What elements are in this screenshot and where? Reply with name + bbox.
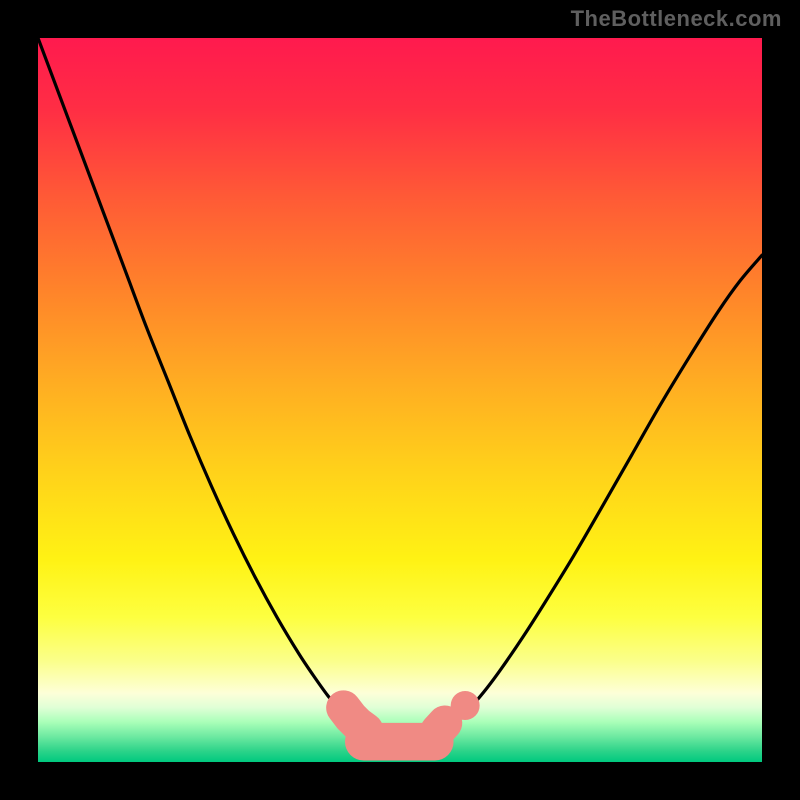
watermark-text: TheBottleneck.com	[571, 6, 782, 32]
plot-frame	[38, 38, 762, 762]
bottom-left-tail	[344, 708, 366, 730]
bottleneck-curve-chart	[38, 38, 762, 762]
bottom-right-tail	[438, 723, 445, 731]
bottom-right-dot	[451, 691, 480, 720]
chart-canvas: TheBottleneck.com	[0, 0, 800, 800]
chart-background	[38, 38, 762, 762]
